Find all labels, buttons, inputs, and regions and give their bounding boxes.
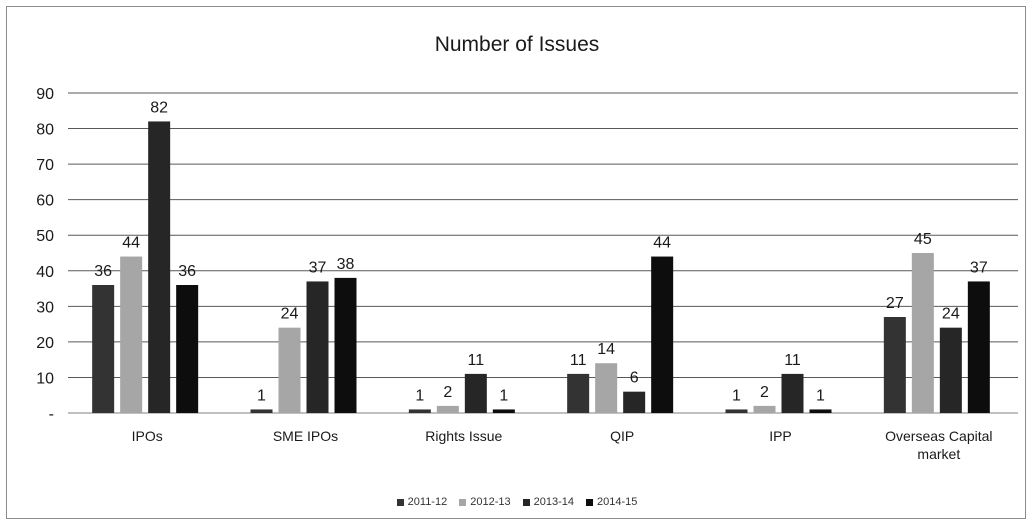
y-tick-label: 70 bbox=[36, 157, 54, 174]
data-label: 37 bbox=[970, 259, 988, 276]
bar-2013-14 bbox=[623, 391, 646, 413]
x-category-label: Rights Issue bbox=[425, 428, 502, 444]
legend-item: 2011-12 bbox=[396, 496, 448, 508]
data-label: 1 bbox=[732, 387, 741, 404]
y-tick-label: 50 bbox=[36, 228, 54, 245]
x-category-label: SME IPOs bbox=[273, 428, 338, 444]
x-category-label: IPOs bbox=[132, 428, 163, 444]
y-tick-label: 80 bbox=[36, 122, 54, 139]
legend-label: 2011-12 bbox=[407, 496, 448, 508]
bar-2011-12 bbox=[725, 409, 748, 413]
chart-title: Number of Issues bbox=[434, 33, 600, 56]
bar-2012-13 bbox=[595, 363, 618, 413]
data-label: 1 bbox=[499, 387, 508, 404]
bar-2011-12 bbox=[408, 409, 431, 413]
bar-2011-12 bbox=[250, 409, 273, 413]
data-label: 11 bbox=[570, 352, 587, 369]
data-label: 37 bbox=[309, 259, 327, 276]
legend-label: 2012-13 bbox=[470, 496, 511, 508]
data-label: 27 bbox=[886, 295, 904, 312]
data-label: 1 bbox=[816, 387, 825, 404]
data-label: 36 bbox=[178, 263, 196, 280]
chart-frame bbox=[6, 6, 1026, 519]
data-label: 38 bbox=[337, 256, 355, 273]
data-label: 11 bbox=[784, 352, 801, 369]
data-label: 44 bbox=[653, 235, 671, 252]
bar-2012-13 bbox=[436, 405, 459, 413]
bar-2012-13 bbox=[753, 405, 776, 413]
data-label: 14 bbox=[597, 341, 615, 358]
x-category-label: Overseas Capital bbox=[885, 428, 992, 444]
x-category-label: IPP bbox=[769, 428, 792, 444]
bar-2014-15 bbox=[492, 409, 515, 413]
bar-2013-14 bbox=[148, 121, 171, 413]
y-tick-label: 60 bbox=[36, 193, 54, 210]
bar-2014-15 bbox=[334, 277, 357, 413]
data-label: 45 bbox=[914, 231, 932, 248]
bar-2012-13 bbox=[120, 256, 143, 413]
data-label: 2 bbox=[760, 384, 769, 401]
data-label: 36 bbox=[94, 263, 112, 280]
bar-2014-15 bbox=[967, 281, 990, 413]
legend-item: 2014-15 bbox=[585, 496, 638, 508]
bar-2011-12 bbox=[92, 285, 115, 413]
bar-2013-14 bbox=[464, 373, 487, 413]
data-label: 24 bbox=[281, 306, 299, 323]
data-label: 24 bbox=[942, 306, 960, 323]
data-label: 82 bbox=[150, 99, 168, 116]
legend-swatch bbox=[585, 498, 593, 506]
y-tick-label: 90 bbox=[36, 86, 54, 103]
chart-legend: 2011-12 2012-13 2013-14 2014-15 bbox=[0, 496, 1034, 508]
bar-2014-15 bbox=[176, 285, 199, 413]
data-label: 1 bbox=[257, 387, 266, 404]
bar-2011-12 bbox=[883, 317, 906, 413]
y-tick-label: - bbox=[49, 406, 54, 423]
legend-item: 2012-13 bbox=[459, 496, 511, 508]
y-tick-label: 30 bbox=[36, 299, 54, 316]
legend-label: 2013-14 bbox=[533, 496, 574, 508]
bar-2014-15 bbox=[651, 256, 674, 413]
legend-swatch bbox=[459, 498, 467, 506]
legend-label: 2014-15 bbox=[596, 496, 638, 508]
legend-swatch bbox=[396, 498, 404, 506]
data-label: 2 bbox=[443, 384, 452, 401]
data-label: 1 bbox=[415, 387, 424, 404]
y-tick-label: 20 bbox=[36, 335, 54, 352]
y-tick-label: 10 bbox=[36, 370, 54, 387]
legend-item: 2013-14 bbox=[522, 496, 574, 508]
data-label: 11 bbox=[468, 352, 485, 369]
legend-swatch bbox=[522, 498, 530, 506]
bar-2014-15 bbox=[809, 409, 832, 413]
bar-2011-12 bbox=[567, 373, 590, 413]
data-label: 44 bbox=[122, 235, 140, 252]
bar-2012-13 bbox=[278, 327, 301, 413]
data-label: 6 bbox=[630, 370, 639, 387]
bar-2012-13 bbox=[911, 253, 934, 413]
bar-2013-14 bbox=[781, 373, 804, 413]
bar-2013-14 bbox=[939, 327, 962, 413]
y-tick-label: 40 bbox=[36, 264, 54, 281]
bar-2013-14 bbox=[306, 281, 329, 413]
x-category-label: QIP bbox=[610, 428, 634, 444]
x-category-label: market bbox=[917, 446, 960, 462]
